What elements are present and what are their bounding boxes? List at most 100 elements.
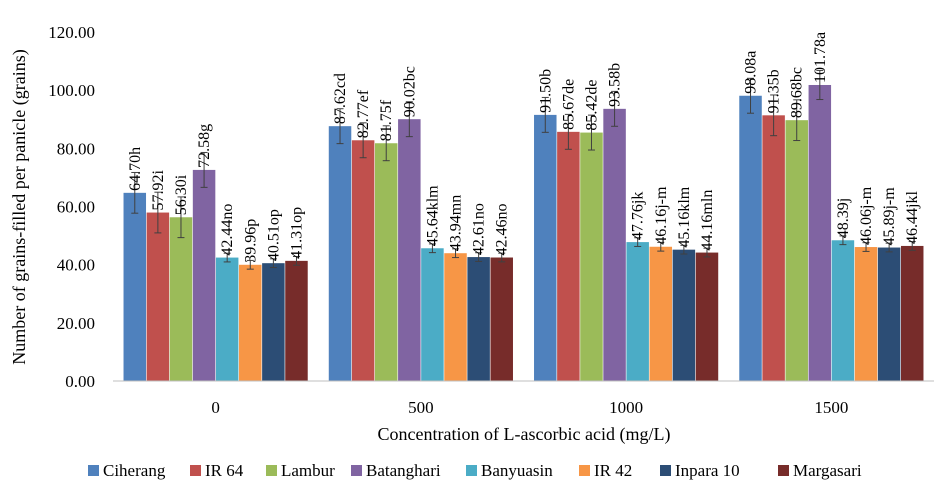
bar (580, 132, 603, 381)
legend-item: Margasari (778, 461, 862, 480)
data-label: 81.75f (378, 99, 395, 141)
data-label: 45.64klm (424, 185, 441, 246)
bar (146, 212, 170, 381)
data-label: 43.94mn (448, 195, 465, 251)
error-bar (452, 248, 460, 259)
bar (877, 247, 901, 381)
error-bar (177, 196, 185, 239)
bar (785, 120, 808, 381)
error-bar (200, 151, 208, 188)
error-bar (292, 255, 300, 266)
bar (534, 114, 557, 381)
bar (626, 242, 649, 381)
error-bar (862, 242, 870, 252)
data-label: 93.58b (607, 63, 624, 107)
error-bar (223, 252, 231, 263)
x-tick-label: 0 (211, 398, 220, 417)
error-bar (428, 243, 436, 254)
bar (215, 257, 239, 381)
error-bar (131, 171, 139, 214)
y-tick-label: 120.00 (48, 23, 95, 42)
error-bar (657, 241, 665, 252)
y-tick-label: 20.00 (57, 314, 95, 333)
data-label: 85.42de (583, 79, 600, 130)
error-bar (747, 77, 755, 114)
error-bar (498, 252, 506, 263)
legend-swatch (660, 465, 671, 476)
legend-swatch (190, 465, 201, 476)
data-label: 39.96p (242, 219, 259, 263)
legend-label: Inpara 10 (675, 461, 740, 480)
legend-item: IR 64 (190, 461, 244, 480)
legend-swatch (778, 465, 789, 476)
legend-item: Lambur (266, 461, 335, 480)
data-label: 40.51op (265, 209, 282, 261)
legend-swatch (266, 465, 277, 476)
y-axis: 0.00 20.00 40.00 60.00 80.00 100.00 120.00 (48, 23, 95, 391)
error-bar (793, 99, 801, 142)
x-tick-label: 1500 (814, 398, 848, 417)
bar (695, 252, 719, 381)
error-bar (611, 90, 619, 127)
data-label: 46.06j-m (858, 186, 875, 245)
data-label: 48.39j (835, 198, 852, 238)
legend: Ciherang IR 64 Lambur Batanghari Banyuasin IR… (88, 461, 862, 480)
bar (490, 257, 513, 381)
legend-item: Batanghari (351, 461, 441, 480)
y-tick-label: 100.00 (48, 81, 95, 100)
data-label: 46.44jkl (904, 190, 921, 243)
bar (762, 115, 785, 381)
bar (398, 119, 421, 381)
data-label: 64.70h (127, 147, 144, 191)
bar (328, 126, 352, 381)
bar (421, 248, 444, 381)
bar (467, 257, 490, 381)
legend-item: IR 42 (579, 461, 632, 480)
bar (739, 95, 762, 381)
bar (854, 247, 878, 381)
bar (351, 140, 375, 381)
error-bar (541, 96, 549, 133)
error-bar (359, 122, 367, 159)
legend-label: Margasari (793, 461, 862, 480)
data-label: 45.16klm (676, 186, 693, 247)
legend-item: Banyuasin (466, 461, 553, 480)
bar (444, 253, 467, 381)
legend-swatch (351, 465, 362, 476)
bar (900, 245, 924, 381)
data-label: 82.77ef (355, 89, 372, 138)
legend-swatch (466, 465, 477, 476)
bar (239, 264, 262, 381)
error-bar (269, 258, 277, 269)
y-axis-title: Number of grains-filled per panicle (gra… (9, 49, 30, 364)
data-label: 91.50b (537, 69, 554, 113)
legend-label: IR 42 (594, 461, 632, 480)
legend-label: Batanghari (366, 461, 441, 480)
legend-label: Lambur (281, 461, 335, 480)
legend-item: Ciherang (88, 461, 166, 480)
legend-label: Banyuasin (481, 461, 553, 480)
error-bar (839, 235, 847, 246)
data-label: 42.61no (471, 203, 488, 255)
bar (672, 249, 696, 381)
data-label: 101.78a (812, 32, 829, 83)
bar (285, 260, 308, 381)
data-label: 46.16j-m (653, 186, 670, 245)
data-label: 87.62cd (332, 73, 349, 124)
error-bar (885, 242, 893, 253)
error-bar (475, 252, 483, 262)
bar (649, 246, 673, 381)
error-bar (246, 259, 254, 270)
error-bar (154, 191, 162, 234)
bar (169, 217, 193, 381)
error-bar (382, 125, 390, 162)
y-tick-label: 0.00 (65, 372, 95, 391)
bar (603, 108, 626, 381)
x-axis-title: Concentration of L-ascorbic acid (mg/L) (378, 424, 671, 445)
data-label: 45.89j-m (881, 187, 898, 246)
y-tick-label: 40.00 (57, 256, 95, 275)
bar (123, 192, 147, 381)
legend-label: IR 64 (205, 461, 244, 480)
bar (192, 169, 216, 381)
